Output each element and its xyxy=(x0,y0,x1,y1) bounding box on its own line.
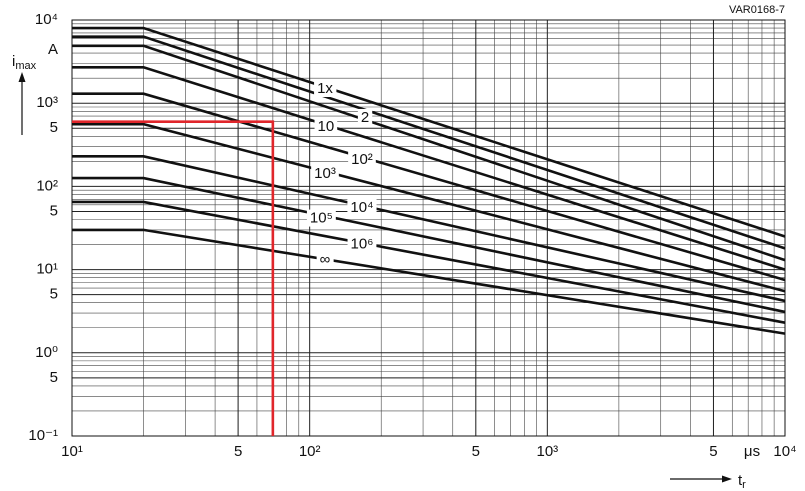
curve-label: 10⁴ xyxy=(350,199,373,216)
curve-label-bg xyxy=(314,80,337,98)
curve-label-bg xyxy=(314,117,338,135)
curve xyxy=(72,44,786,262)
curve-label-bg xyxy=(347,235,377,253)
x-unit: μs xyxy=(744,443,760,460)
y-arrow-head xyxy=(18,72,26,82)
curve-label-bg xyxy=(348,151,376,169)
curve-label-bg xyxy=(316,251,334,269)
y-label-sub: max xyxy=(15,60,36,72)
y-tick-label: 5 xyxy=(50,286,58,303)
curve-label-bg xyxy=(311,164,339,182)
curve-label: 10³ xyxy=(314,165,336,182)
curve-label: ∞ xyxy=(320,251,331,268)
y-tick-label: 10⁰ xyxy=(35,344,58,361)
curve-label: 1x xyxy=(317,80,333,97)
curve xyxy=(72,155,786,303)
x-arrow-head xyxy=(722,475,732,483)
x-label-sub: r xyxy=(742,479,746,491)
x-tick-label: 5 xyxy=(472,443,480,460)
x-tick-label: 10¹ xyxy=(61,443,83,460)
curve-label-bg xyxy=(347,198,377,216)
y-unit: A xyxy=(48,41,58,58)
x-tick-label: 10² xyxy=(299,443,321,460)
curve xyxy=(72,176,786,314)
y-tick-label: 10³ xyxy=(36,94,58,111)
x-tick-label: 10³ xyxy=(536,443,558,460)
x-label-main: t xyxy=(738,472,743,489)
y-tick-label: 10² xyxy=(36,177,58,194)
curve xyxy=(72,228,786,335)
curve xyxy=(72,122,786,293)
y-label-main: i xyxy=(12,53,15,70)
curve xyxy=(72,66,786,271)
y-tick-label: 5 xyxy=(50,119,58,136)
y-tick-label: 10¹ xyxy=(36,261,58,278)
x-tick-label: 5 xyxy=(709,443,717,460)
curve-label-bg xyxy=(306,209,336,227)
x-tick-label: 5 xyxy=(234,443,242,460)
curve-label: 2 xyxy=(361,109,369,126)
x-axis-label: tr xyxy=(738,472,746,491)
curve xyxy=(72,26,786,238)
plot-frame xyxy=(71,19,786,437)
y-tick-label: 10⁴ xyxy=(35,11,58,28)
curve-label: 10² xyxy=(351,151,373,168)
curve xyxy=(72,35,786,250)
curve-label-bg xyxy=(357,108,373,126)
y-tick-label: 5 xyxy=(50,369,58,386)
curve-label: 10⁶ xyxy=(351,236,374,253)
y-axis-label: imax xyxy=(12,53,37,72)
curve xyxy=(72,92,786,282)
x-tick-label: 10⁴ xyxy=(773,443,796,460)
curve-label: 10⁵ xyxy=(310,210,333,227)
y-tick-label: 10⁻¹ xyxy=(28,427,58,444)
y-tick-label: 5 xyxy=(50,202,58,219)
chart-title: VAR0168-7 xyxy=(729,4,785,16)
curve-label: 10 xyxy=(318,118,335,135)
curve xyxy=(72,200,786,324)
marker-line xyxy=(72,120,275,436)
